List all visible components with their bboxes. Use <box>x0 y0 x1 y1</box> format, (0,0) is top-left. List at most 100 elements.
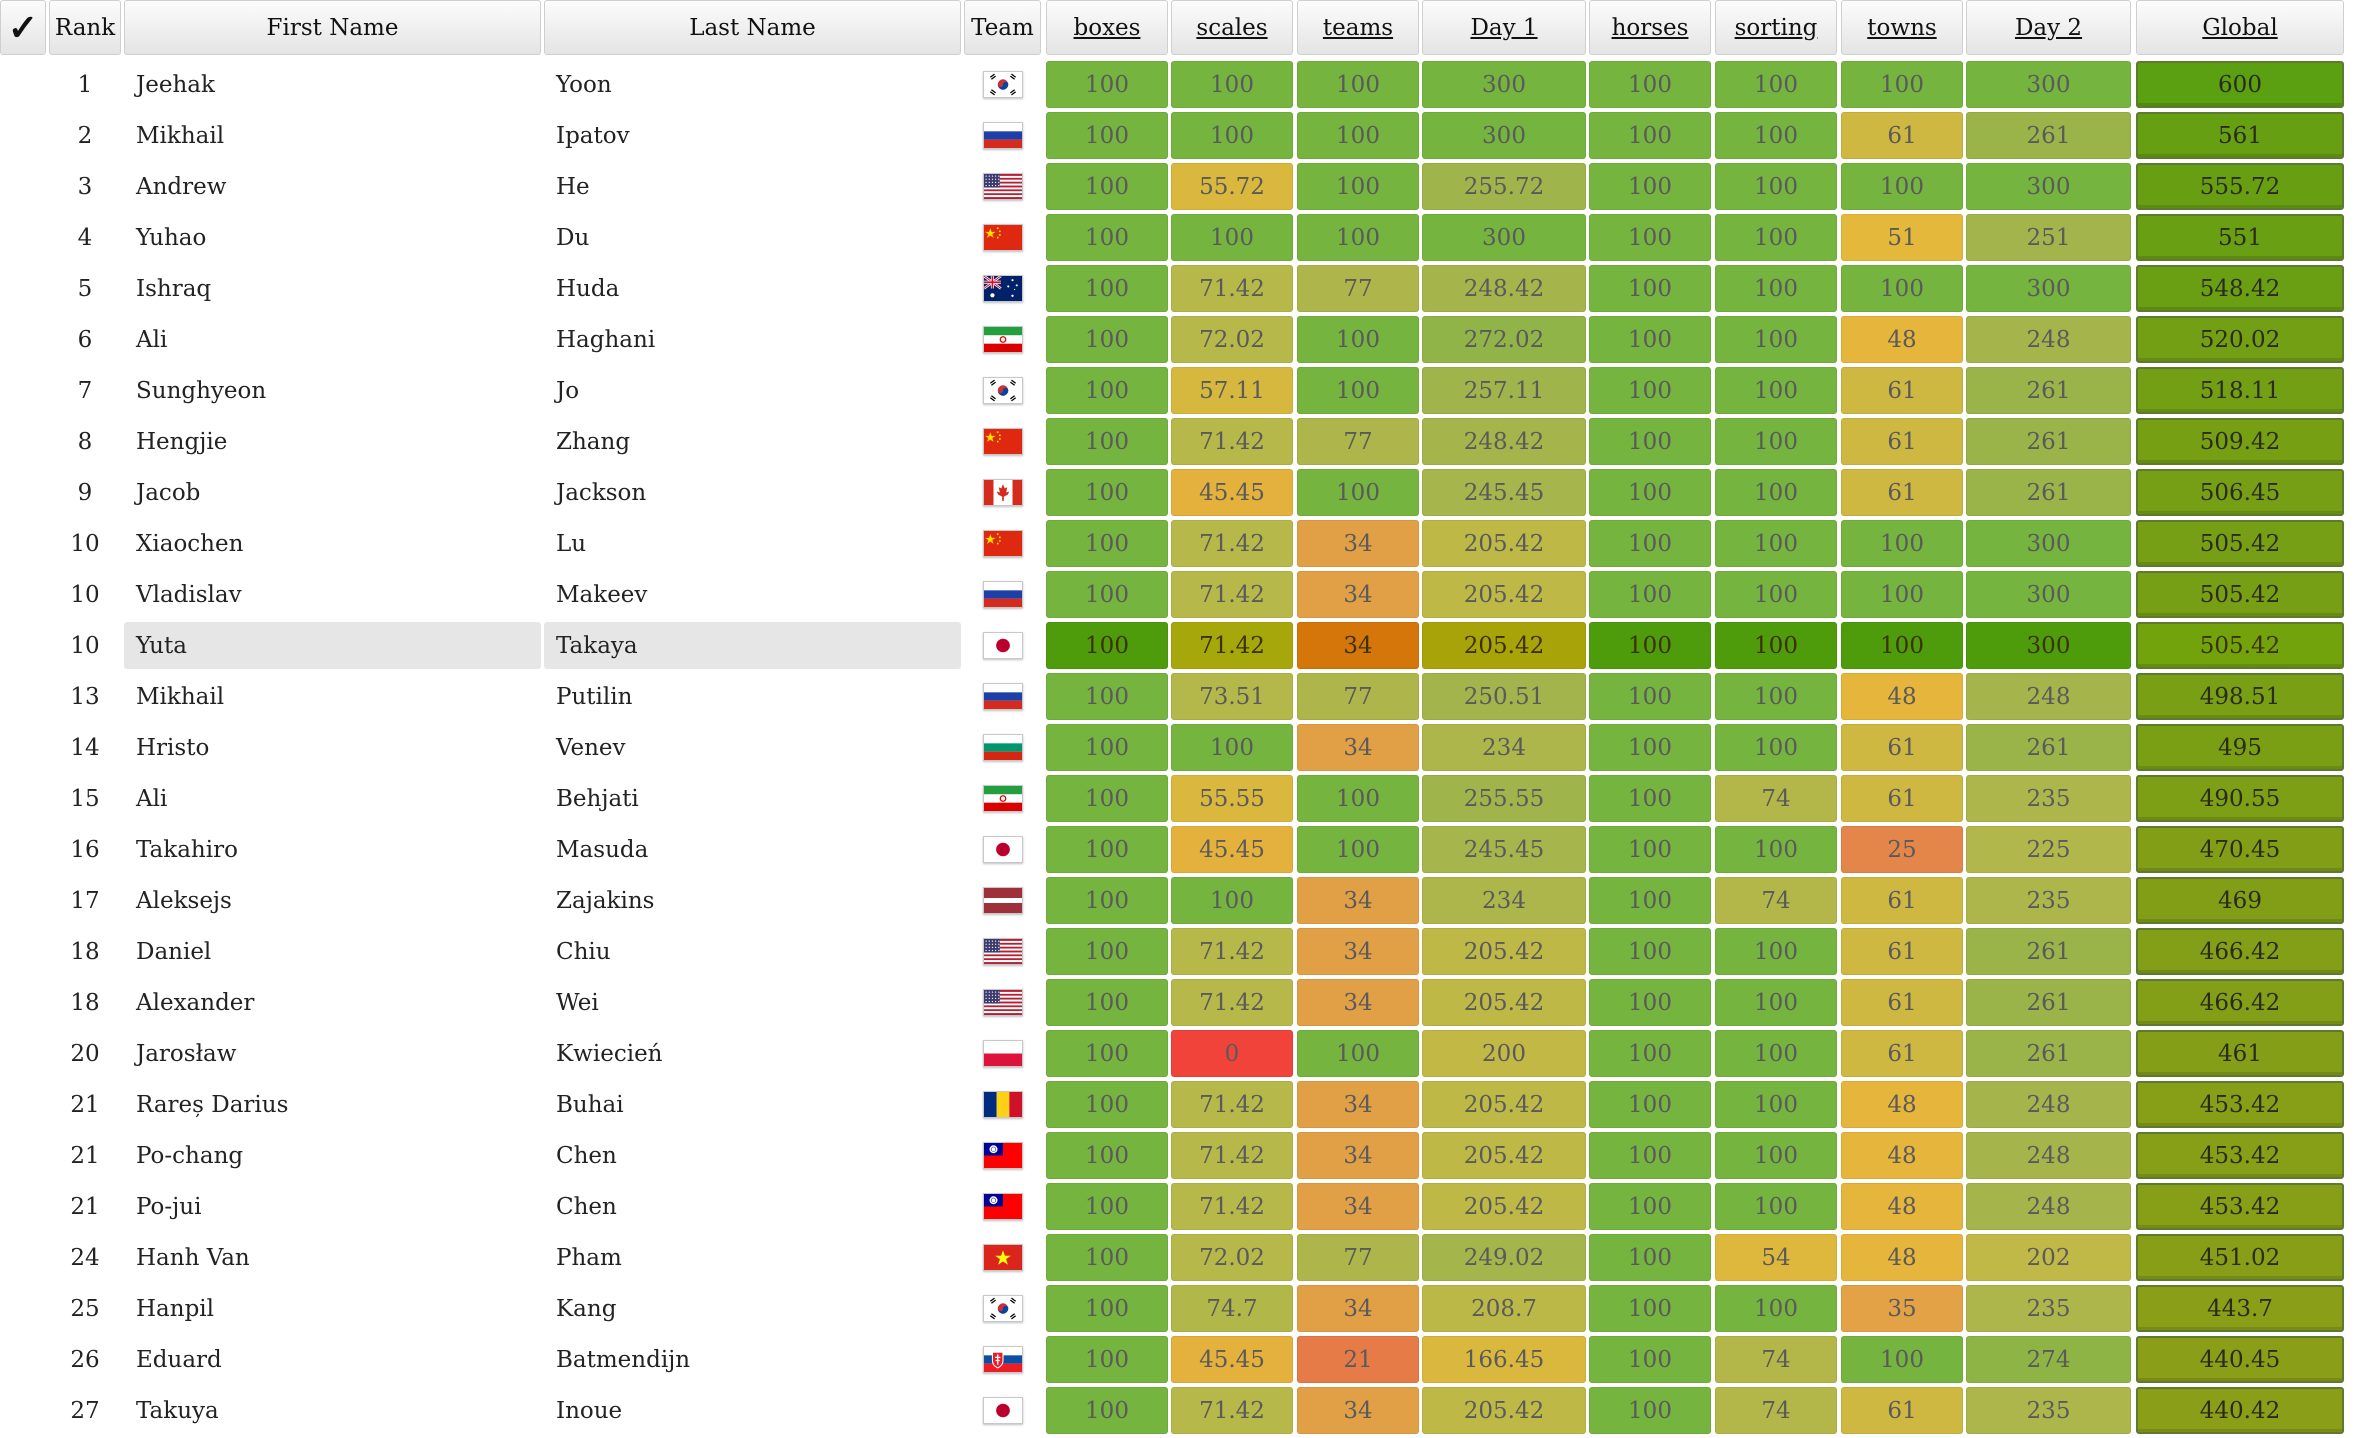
score-cell: 71.42 <box>1171 1387 1293 1434</box>
table-row[interactable]: 17 Aleksejs Zajakins 100 100 34 234 100 74 61 235 4… <box>0 875 2356 926</box>
first-name-cell: Hengjie <box>136 428 228 455</box>
score-cell: 245.45 <box>1422 826 1586 873</box>
task-column-header-scales[interactable]: scales <box>1171 0 1293 55</box>
cn-flag-icon <box>982 224 1023 251</box>
table-row[interactable]: 21 Rareș Darius Buhai 100 71.42 34 205.42 100 10… <box>0 1079 2356 1130</box>
table-row[interactable]: 18 Alexander Wei 100 71.42 34 205.42 100 100 61 26… <box>0 977 2356 1028</box>
score-cell: 202 <box>1966 1234 2131 1281</box>
score-cell: 100 <box>1589 622 1711 669</box>
score-cell: 34 <box>1297 622 1419 669</box>
table-row[interactable]: 10 Xiaochen Lu 100 71.42 34 205.42 100 100 100 300… <box>0 518 2356 569</box>
rank-cell: 13 <box>70 683 100 710</box>
first-name-cell: Rareș Darius <box>136 1091 289 1118</box>
task-column-header-towns[interactable]: towns <box>1841 0 1963 55</box>
score-cell: 255.72 <box>1422 163 1586 210</box>
table-row[interactable]: 20 Jarosław Kwiecień 100 0 100 200 100 100 61 261 4… <box>0 1028 2356 1079</box>
first-name-cell: Andrew <box>136 173 227 200</box>
select-all-checkbox[interactable]: ✓ <box>0 0 46 55</box>
last-name-cell: Chen <box>556 1193 617 1220</box>
score-cell: 261 <box>1966 1030 2131 1077</box>
first-name-cell: Takahiro <box>136 836 238 863</box>
ru-flag-icon <box>982 581 1023 608</box>
table-row[interactable]: 24 Hanh Van Pham 100 72.02 77 249.02 100 54 48 202… <box>0 1232 2356 1283</box>
score-cell: 100 <box>1046 1030 1168 1077</box>
table-row[interactable]: 3 Andrew He 100 55.72 100 255.72 100 100 100 300 55… <box>0 161 2356 212</box>
task-column-header-sorting[interactable]: sorting <box>1715 0 1837 55</box>
task-column-header-boxes[interactable]: boxes <box>1046 0 1168 55</box>
kr-flag-icon <box>982 1295 1023 1322</box>
table-row[interactable]: 4 Yuhao Du 100 100 100 300 100 100 51 251 551 <box>0 212 2356 263</box>
score-cell: 272.02 <box>1422 316 1586 363</box>
score-cell: 51 <box>1841 214 1963 261</box>
score-cell: 100 <box>1589 1081 1711 1128</box>
score-cell: 248 <box>1966 673 2131 720</box>
table-row[interactable]: 16 Takahiro Masuda 100 45.45 100 245.45 100 100 2… <box>0 824 2356 875</box>
task-column-header-horses[interactable]: horses <box>1589 0 1711 55</box>
table-row[interactable]: 2 Mikhail Ipatov 100 100 100 300 100 100 61 261 561 <box>0 110 2356 161</box>
score-cell: 77 <box>1297 673 1419 720</box>
score-cell: 45.45 <box>1171 1336 1293 1383</box>
score-cell: 100 <box>1046 1183 1168 1230</box>
score-cell: 100 <box>1589 112 1711 159</box>
table-row[interactable]: 7 Sunghyeon Jo 100 57.11 100 257.11 100 100 61 261… <box>0 365 2356 416</box>
rank-column-header[interactable]: Rank <box>49 0 121 55</box>
score-cell: 100 <box>1046 928 1168 975</box>
first-name-cell: Aleksejs <box>136 887 232 914</box>
score-cell: 100 <box>1589 316 1711 363</box>
global-score-cell: 440.45 <box>2136 1336 2344 1383</box>
score-cell: 100 <box>1715 316 1837 363</box>
table-row[interactable]: 1 Jeehak Yoon 100 100 100 300 100 100 100 300 600 <box>0 59 2356 110</box>
score-cell: 248 <box>1966 1183 2131 1230</box>
score-cell: 34 <box>1297 979 1419 1026</box>
global-score-cell: 505.42 <box>2136 622 2344 669</box>
score-cell: 300 <box>1422 214 1586 261</box>
score-cell: 235 <box>1966 1387 2131 1434</box>
task-column-header-day-1[interactable]: Day 1 <box>1422 0 1586 55</box>
last-name-column-header[interactable]: Last Name <box>544 0 961 55</box>
rank-cell: 21 <box>70 1142 100 1169</box>
table-row[interactable]: 5 Ishraq Huda 100 71.42 77 248.42 100 100 100 300 5… <box>0 263 2356 314</box>
global-score-cell: 466.42 <box>2136 928 2344 975</box>
rank-cell: 17 <box>70 887 100 914</box>
score-cell: 300 <box>1966 571 2131 618</box>
ru-flag-icon <box>982 122 1023 149</box>
task-column-header-global[interactable]: Global <box>2136 0 2344 55</box>
score-cell: 100 <box>1046 826 1168 873</box>
table-row[interactable]: 25 Hanpil Kang 100 74.7 34 208.7 100 100 35 235 443… <box>0 1283 2356 1334</box>
table-row[interactable]: 21 Po-jui Chen 100 71.42 34 205.42 100 100 48 248 4… <box>0 1181 2356 1232</box>
score-cell: 100 <box>1715 520 1837 567</box>
score-cell: 100 <box>1046 214 1168 261</box>
score-cell: 100 <box>1046 112 1168 159</box>
score-cell: 248 <box>1966 316 2131 363</box>
table-row[interactable]: 14 Hristo Venev 100 100 34 234 100 100 61 261 495 <box>0 722 2356 773</box>
table-row[interactable]: 21 Po-chang Chen 100 71.42 34 205.42 100 100 48 24… <box>0 1130 2356 1181</box>
vn-flag-icon <box>982 1244 1023 1271</box>
table-row[interactable]: 13 Mikhail Putilin 100 73.51 77 250.51 100 100 48… <box>0 671 2356 722</box>
table-row[interactable]: 27 Takuya Inoue 100 71.42 34 205.42 100 74 61 235 4… <box>0 1385 2356 1436</box>
score-cell: 100 <box>1046 673 1168 720</box>
score-cell: 48 <box>1841 316 1963 363</box>
first-name-cell: Takuya <box>136 1397 219 1424</box>
jp-flag-icon <box>982 1397 1023 1424</box>
task-column-header-day-2[interactable]: Day 2 <box>1966 0 2131 55</box>
table-row[interactable]: 10 Yuta Takaya 100 71.42 34 205.42 100 100 100 300… <box>0 620 2356 671</box>
first-name-cell: Jeehak <box>136 71 215 98</box>
table-row[interactable]: 26 Eduard Batmendijn 100 45.45 21 166.45 100 74 1… <box>0 1334 2356 1385</box>
table-row[interactable]: 10 Vladislav Makeev 100 71.42 34 205.42 100 100 1… <box>0 569 2356 620</box>
table-row[interactable]: 18 Daniel Chiu 100 71.42 34 205.42 100 100 61 261 4… <box>0 926 2356 977</box>
team-column-header[interactable]: Team <box>964 0 1041 55</box>
task-header-label: sorting <box>1734 14 1818 41</box>
first-name-column-header[interactable]: First Name <box>124 0 541 55</box>
bg-flag-icon <box>982 734 1023 761</box>
rank-cell: 10 <box>70 632 100 659</box>
last-name-cell: Huda <box>556 275 620 302</box>
table-row[interactable]: 8 Hengjie Zhang 100 71.42 77 248.42 100 100 61 261… <box>0 416 2356 467</box>
score-cell: 205.42 <box>1422 622 1586 669</box>
table-row[interactable]: 9 Jacob Jackson 100 45.45 100 245.45 100 100 61 26… <box>0 467 2356 518</box>
table-row[interactable]: 15 Ali Behjati 100 55.55 100 255.55 100 74 61 235 4… <box>0 773 2356 824</box>
task-column-header-teams[interactable]: teams <box>1297 0 1419 55</box>
table-row[interactable]: 6 Ali Haghani 100 72.02 100 272.02 100 100 48 248 5… <box>0 314 2356 365</box>
score-cell: 74 <box>1715 775 1837 822</box>
score-cell: 100 <box>1046 775 1168 822</box>
score-cell: 100 <box>1589 367 1711 414</box>
